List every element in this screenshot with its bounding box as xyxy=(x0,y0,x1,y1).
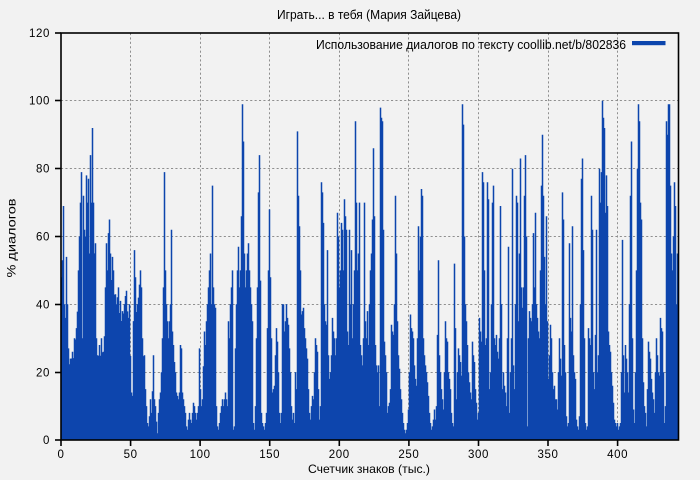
svg-text:0: 0 xyxy=(58,449,65,461)
svg-text:Играть... в тебя (Мария Зайцев: Играть... в тебя (Мария Зайцева) xyxy=(277,7,461,22)
svg-text:40: 40 xyxy=(36,300,50,312)
svg-text:20: 20 xyxy=(36,368,50,380)
svg-text:250: 250 xyxy=(398,449,419,461)
svg-text:120: 120 xyxy=(29,28,50,40)
svg-text:Счетчик знаков (тыс.): Счетчик знаков (тыс.) xyxy=(308,462,430,476)
svg-text:50: 50 xyxy=(124,449,138,461)
svg-text:Использование диалогов по текс: Использование диалогов по тексту coollib… xyxy=(316,38,626,52)
svg-text:350: 350 xyxy=(538,449,559,461)
svg-text:60: 60 xyxy=(36,232,50,244)
svg-text:200: 200 xyxy=(329,449,350,461)
svg-text:100: 100 xyxy=(190,449,211,461)
svg-text:100: 100 xyxy=(29,96,50,108)
svg-text:300: 300 xyxy=(468,449,489,461)
svg-text:80: 80 xyxy=(36,164,50,176)
svg-text:400: 400 xyxy=(607,449,628,461)
svg-text:150: 150 xyxy=(259,449,280,461)
svg-text:0: 0 xyxy=(43,435,50,447)
svg-text:% диалогов: % диалогов xyxy=(5,199,19,278)
